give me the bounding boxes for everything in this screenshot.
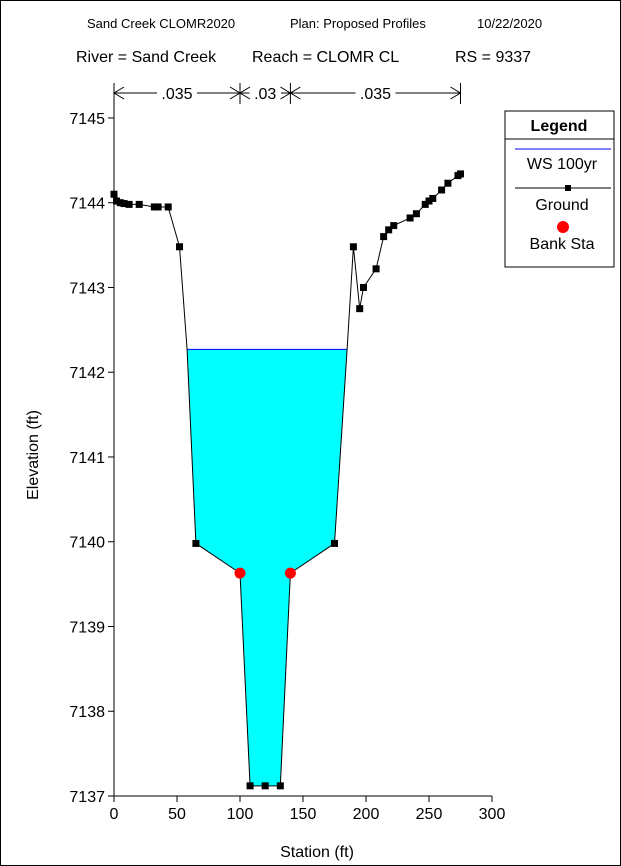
y-tick-label: 7140 [69,535,105,552]
header-rs: RS = 9337 [455,49,531,66]
ground-point [385,226,393,234]
header-plan: Plan: Proposed Profiles [290,16,426,31]
manning-label: .03 [254,86,276,103]
x-tick-label: 100 [227,806,254,823]
legend-bank-label: Bank Sta [530,236,595,253]
ground-point [444,179,452,187]
y-tick-label: 7138 [69,704,105,721]
chart-header: Sand Creek CLOMR2020 Plan: Proposed Prof… [76,16,542,66]
ground-point [164,203,172,211]
plot-area [110,170,464,790]
ground-point [425,197,433,205]
legend-bank-dot [557,221,569,233]
legend-ws-label: WS 100yr [527,156,598,173]
y-tick-label: 7137 [69,789,105,806]
x-tick-label: 0 [110,806,119,823]
bank-station-point [284,567,296,579]
header-project: Sand Creek CLOMR2020 [87,16,235,31]
ground-point [125,200,133,208]
manning-arrowhead [450,86,462,100]
ground-point [192,539,200,547]
manning-label: .035 [161,86,192,103]
x-axis-label: Station (ft) [280,844,354,861]
ground-point [176,243,184,251]
header-reach: Reach = CLOMR CL [252,49,399,66]
manning-arrowhead [239,86,251,100]
ground-point [412,210,420,218]
legend-title: Legend [531,118,588,135]
ground-point [390,222,398,230]
legend-ground-label: Ground [535,197,588,214]
manning-arrowhead [289,86,301,100]
header-river: River = Sand Creek [76,49,217,66]
x-tick-label: 250 [416,806,443,823]
header-date: 10/22/2020 [477,16,542,31]
ground-point [246,782,254,790]
axes: 0 50 100 150 200 250 300 7137 7138 7139 7140 7141 71… [69,101,505,823]
y-tick-label: 7145 [69,111,105,128]
ground-point [135,200,143,208]
ground-point [380,233,388,241]
y-tick-label: 7141 [69,450,105,467]
x-tick-label: 50 [168,806,186,823]
ground-point [154,203,162,211]
water-area [187,349,348,786]
x-tick-label: 200 [353,806,380,823]
y-tick-label: 7143 [69,280,105,297]
ground-point [276,782,284,790]
ground-point [406,214,414,222]
ground-point [116,199,124,207]
ground-point [261,782,269,790]
ground-point [356,305,364,313]
ground-point [372,265,380,273]
y-tick-label: 7139 [69,619,105,636]
ground-point [438,186,446,194]
ground-point [429,194,437,202]
ground-point [349,243,357,251]
y-tick-label: 7144 [69,196,105,213]
ground-point [421,200,429,208]
ground-point [120,200,128,208]
bank-station-point [234,567,246,579]
ground-point [457,170,464,178]
legend-ground-marker [565,185,571,191]
ground-point [331,539,338,547]
legend-box [504,110,615,268]
bank-stations [234,567,296,579]
legend: Legend WS 100yr Ground Bank Sta [504,110,615,268]
x-tick-label: 300 [479,806,506,823]
ground-point [150,203,158,211]
y-axis-label: Elevation (ft) [25,410,42,500]
ground-point [359,283,367,291]
x-tick-label: 150 [290,806,317,823]
manning-arrowhead [113,86,125,100]
ground-point [113,197,121,205]
manning-n-values: .035 .03 .035 [113,83,462,104]
manning-label: .035 [360,86,391,103]
y-tick-label: 7142 [69,365,105,382]
